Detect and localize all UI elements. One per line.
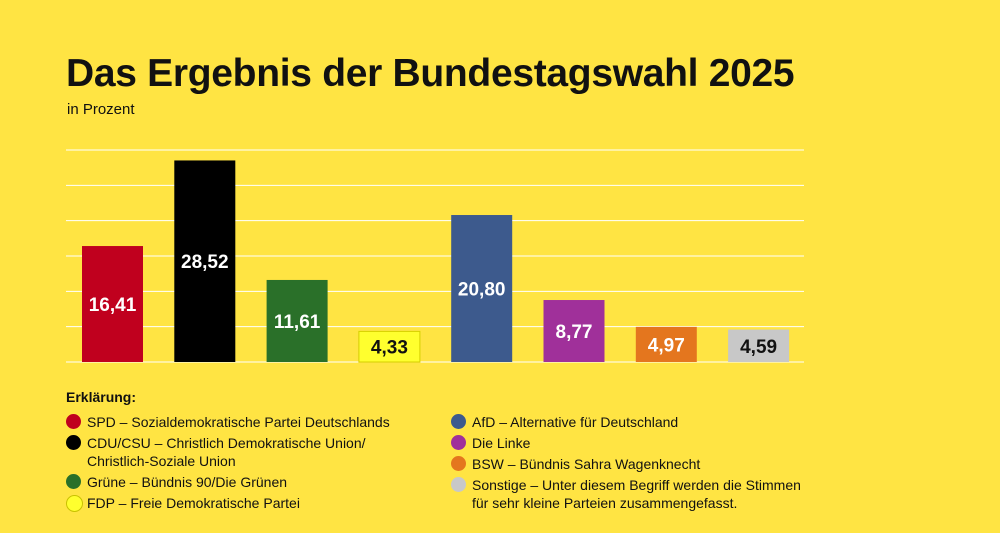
legend-swatch-icon bbox=[66, 495, 83, 512]
bar-fdp bbox=[358, 330, 421, 363]
bar-value-label: 4,33 bbox=[371, 338, 408, 359]
legend-swatch-icon bbox=[66, 414, 81, 429]
legend-item-spd: SPD – Sozialdemokratische Partei Deutsch… bbox=[66, 413, 390, 431]
bar-value-label: 28,52 bbox=[181, 252, 229, 273]
bar-value-label: 4,97 bbox=[648, 335, 685, 356]
legend-label: AfD – Alternative für Deutschland bbox=[472, 414, 679, 430]
legend-label: FDP – Freie Demokratische Partei bbox=[87, 495, 300, 511]
bar-die-linke bbox=[543, 300, 605, 362]
legend-item-die-linke: Die Linke bbox=[451, 434, 801, 452]
legend-label: Sonstige – Unter diesem Begriff werden d… bbox=[472, 477, 801, 511]
legend-label: SPD – Sozialdemokratische Partei Deutsch… bbox=[87, 414, 390, 430]
legend-item-gruene: Grüne – Bündnis 90/Die Grünen bbox=[66, 473, 390, 491]
bar-value-label: 20,80 bbox=[458, 280, 506, 301]
legend-item-cdu-csu: CDU/CSU – Christlich Demokratische Union… bbox=[66, 434, 390, 470]
legend-label: CDU/CSU – Christlich Demokratische Union… bbox=[87, 435, 366, 469]
bar-gr-ne bbox=[266, 279, 328, 362]
bar-value-label: 11,61 bbox=[274, 312, 321, 333]
bar-sonstige bbox=[728, 329, 790, 362]
legend-swatch-icon bbox=[451, 435, 466, 450]
legend-column-right: AfD – Alternative für Deutschland Die Li… bbox=[451, 413, 801, 515]
legend-swatch-icon bbox=[451, 477, 466, 492]
legend-label: BSW – Bündnis Sahra Wagenknecht bbox=[472, 456, 701, 472]
bar-value-label: 8,77 bbox=[556, 322, 593, 343]
legend-title: Erklärung: bbox=[66, 389, 137, 405]
bar-cdu-csu bbox=[174, 160, 236, 362]
legend-label: Grüne – Bündnis 90/Die Grünen bbox=[87, 474, 288, 490]
legend-column-left: SPD – Sozialdemokratische Partei Deutsch… bbox=[66, 413, 390, 515]
bar-spd bbox=[82, 246, 143, 362]
bar-afd bbox=[451, 215, 513, 362]
bar-bsw bbox=[635, 326, 697, 362]
legend-item-bsw: BSW – Bündnis Sahra Wagenknecht bbox=[451, 455, 801, 473]
bar-value-label: 16,41 bbox=[89, 295, 137, 316]
legend-swatch-icon bbox=[66, 474, 81, 489]
legend-item-afd: AfD – Alternative für Deutschland bbox=[451, 413, 801, 431]
legend-item-sonstige: Sonstige – Unter diesem Begriff werden d… bbox=[451, 476, 801, 512]
chart-title: Das Ergebnis der Bundestagswahl 2025 bbox=[66, 52, 795, 95]
chart-subtitle: in Prozent bbox=[67, 101, 135, 118]
legend-swatch-icon bbox=[451, 414, 466, 429]
legend-swatch-icon bbox=[66, 435, 81, 450]
legend-swatch-icon bbox=[451, 456, 466, 471]
bar-value-label: 4,59 bbox=[740, 337, 777, 358]
bar-chart: 16,41 28,52 11,61 4,33 20,80 8,77 4,97 4,59 bbox=[66, 149, 804, 363]
legend-item-fdp: FDP – Freie Demokratische Partei bbox=[66, 494, 390, 512]
legend-label: Die Linke bbox=[472, 435, 531, 451]
